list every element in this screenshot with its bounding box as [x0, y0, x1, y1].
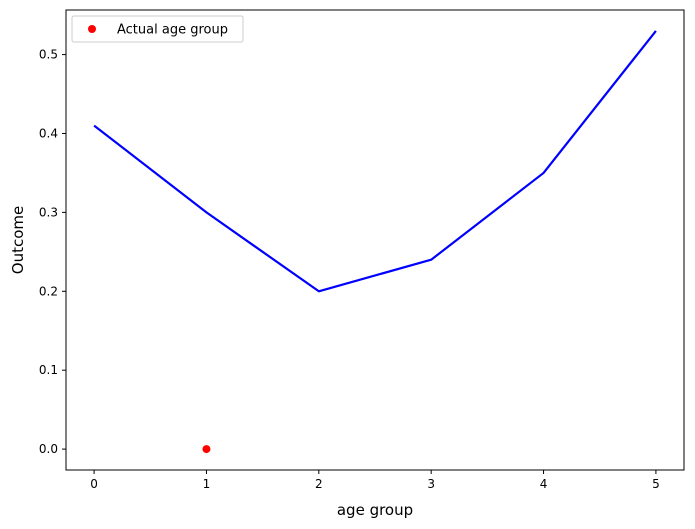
- x-tick-label: 4: [540, 477, 548, 491]
- y-axis-label: Outcome: [9, 206, 27, 274]
- x-tick-label: 3: [427, 477, 435, 491]
- x-tick-label: 2: [315, 477, 323, 491]
- y-tick-label: 0.4: [39, 126, 58, 140]
- series-line: [93, 30, 657, 293]
- y-tick-label: 0.3: [39, 205, 58, 219]
- legend-box: [71, 15, 244, 43]
- x-tick-label: 0: [90, 477, 98, 491]
- y-tick-label: 0.2: [39, 284, 58, 298]
- x-axis-ticks: 0 1 2 3 4 5: [90, 470, 660, 491]
- legend-marker: [88, 25, 96, 33]
- x-axis-label: age group: [337, 501, 413, 519]
- legend: Actual age group: [71, 15, 244, 43]
- y-tick-label: 0.0: [39, 442, 58, 456]
- x-tick-label: 1: [203, 477, 211, 491]
- x-tick-label: 5: [652, 477, 660, 491]
- plot-layer: [93, 30, 657, 454]
- y-axis-ticks: 0.0 0.1 0.2 0.3 0.4 0.5: [39, 48, 66, 456]
- plot-frame: [65, 9, 685, 471]
- legend-entry: Actual age group: [117, 23, 228, 38]
- scatter-point: [202, 445, 211, 454]
- y-tick-label: 0.1: [39, 363, 58, 377]
- y-tick-label: 0.5: [39, 48, 58, 62]
